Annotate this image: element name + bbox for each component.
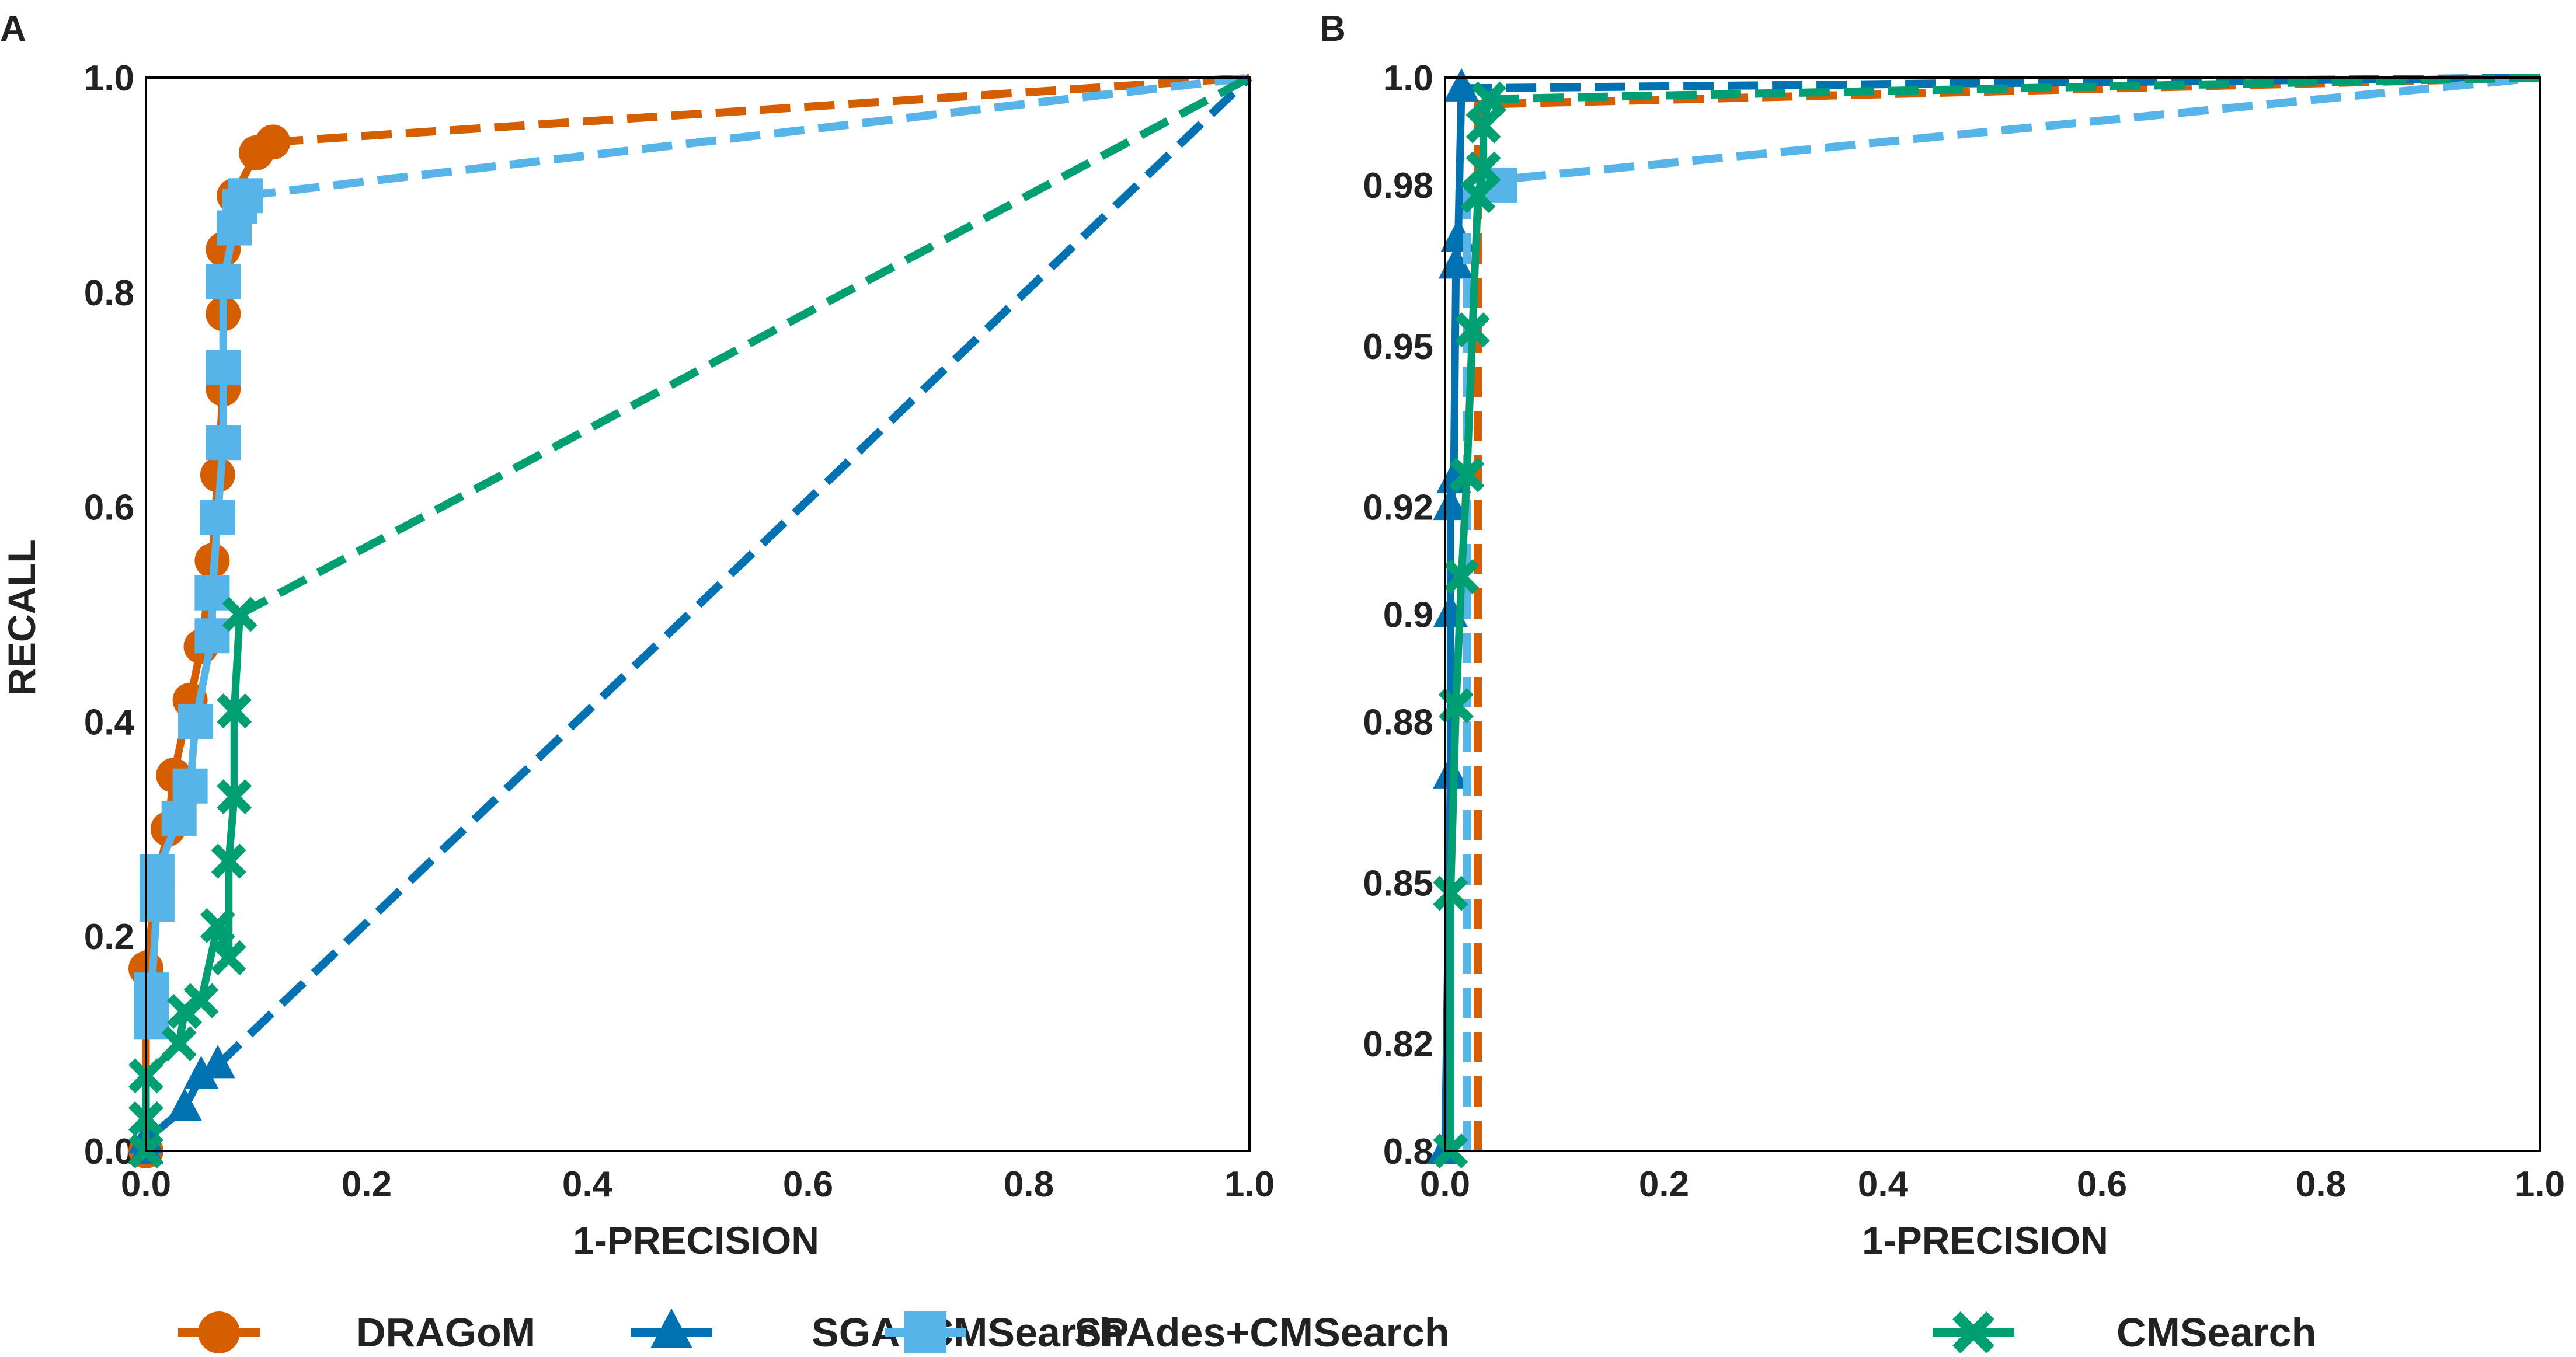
panel-b-x-tick-label: 0.4: [1858, 1164, 1909, 1205]
panel-b-series-3-point: [1433, 875, 1468, 911]
panel-b-frame: [1444, 76, 2541, 1152]
panel-a-y-tick-label: 0.0: [84, 1132, 134, 1172]
panel-b-x-tick-label: 0.6: [2077, 1164, 2127, 1205]
panel-a-series-2-point: [228, 178, 263, 214]
panel-b-series-0: [1474, 74, 2540, 1151]
panel-b-series-0-dashed-line: [1474, 74, 2540, 1151]
panel-b-series-3-point: [1460, 178, 1496, 214]
panel-a-series-3-point: [200, 908, 235, 943]
legend-label-0: DRAGoM: [356, 1310, 535, 1355]
panel-b-x-tick-label: 0.2: [1639, 1164, 1689, 1205]
legend-label-3: CMSearch: [2117, 1310, 2316, 1355]
panel-a-x-tick-label: 1.0: [1224, 1164, 1275, 1205]
panel-a-series-3: [128, 74, 1252, 1168]
panel-b-series-3-solid-line: [1446, 98, 1493, 1151]
panel-a-series-1-point: [183, 1055, 219, 1089]
panel-a-series-3-point: [161, 1026, 197, 1062]
panel-b-plot: 0.0 0.2 0.4 0.6 0.8 1.0 0.8 0.82 0.85 0.88 0.9 0.92…: [1363, 58, 2565, 1205]
legend-marker-3: [1952, 1311, 1994, 1353]
legend-label-1: SGA+CMSearch: [812, 1310, 1124, 1355]
panel-a-series-3-point: [183, 983, 219, 1018]
panel-a-series-2-point: [200, 500, 235, 535]
panel-a-series-3-point: [211, 843, 246, 879]
panel-b-series-3-point: [1444, 559, 1480, 595]
panel-b-y-tick-label: 0.88: [1363, 702, 1433, 742]
panel-a-series-2-point: [206, 350, 241, 385]
panel-b-y-tick-label: 0.82: [1363, 1024, 1433, 1065]
panel-a-series-2-point: [139, 887, 175, 922]
panel-b-series-1: [1428, 68, 2540, 1164]
legend-marker-2: [904, 1311, 946, 1353]
panel-a-series-0-point: [255, 124, 291, 160]
panel-b-series-1-point: [1444, 68, 1480, 102]
panel-b-y-tick-label: 0.8: [1383, 1132, 1433, 1172]
panel-b-x-axis-label: 1-PRECISION: [1862, 1219, 2108, 1262]
panel-a-y-tick-label: 0.6: [84, 488, 134, 528]
panel-a-series-2-point: [139, 854, 175, 889]
panel-a-series-1-dashed-line: [215, 74, 1252, 1068]
panel-b-x-tick-label: 0.8: [2296, 1164, 2346, 1205]
panel-b-x-tick-label: 0.0: [1420, 1164, 1470, 1205]
panel-b-y-tick-label: 0.85: [1363, 863, 1433, 903]
panel-b-y-tick-label: 1.0: [1383, 58, 1433, 99]
panel-a-series-2-dashed-line: [245, 74, 1250, 200]
legend-marker-1: [650, 1308, 692, 1348]
panel-a-y-tick-label: 1.0: [84, 58, 134, 99]
panel-a-series-2-point: [134, 972, 169, 1008]
panel-b-series-3-point: [1449, 457, 1485, 493]
panel-a-series-3-point: [217, 693, 252, 729]
panel-a-series-2-point: [172, 768, 208, 804]
panel-a-plot: 0.0 0.2 0.4 0.6 0.8 1.0 0.0 0.2 0.4 0.6 0.8 1.0: [84, 58, 1275, 1205]
panel-b-y-tick-label: 0.98: [1363, 166, 1433, 206]
panel-a-series-2-point: [206, 425, 241, 461]
panel-a-frame: [145, 76, 1251, 1152]
panel-a-series-0-dashed-line: [272, 74, 1250, 146]
panel-b-series-3-point: [1471, 81, 1506, 117]
panel-b-series-3: [1433, 74, 2540, 1168]
panel-b-series-3-point: [1465, 151, 1501, 187]
panel-b-series-3-point: [1465, 108, 1501, 144]
panel-a-series-2-point: [161, 800, 197, 836]
panel-a-series-2-point: [206, 264, 241, 299]
panel-a-series-3-point: [217, 779, 252, 815]
panel-a-x-axis-label: 1-PRECISION: [573, 1219, 819, 1262]
panel-b-label: B: [1320, 9, 1346, 49]
panel-a-y-tick-label: 0.2: [84, 917, 134, 957]
panel-a-series-3-point: [211, 940, 246, 975]
panel-a-series-1-point: [167, 1087, 203, 1121]
panel-b-y-tick-label: 0.92: [1363, 488, 1433, 528]
panel-a-y-tick-label: 0.4: [84, 702, 135, 742]
panel-a-y-axis-label: RECALL: [0, 539, 43, 696]
legend-marker-0: [198, 1311, 240, 1353]
panel-a-x-tick-label: 0.4: [562, 1164, 613, 1205]
panel-a-series-3-dashed-line: [238, 74, 1252, 618]
panel-a-x-tick-label: 0.6: [783, 1164, 833, 1205]
panel-b-x-tick-label: 1.0: [2515, 1164, 2565, 1205]
panel-a-series-0: [128, 74, 1250, 1168]
panel-b-series-3-point: [1454, 312, 1490, 348]
panel-a-series-2-point: [178, 704, 214, 739]
panel-b-y-tick-label: 0.9: [1383, 595, 1433, 636]
panel-b-series-3-point: [1438, 688, 1474, 723]
panel-a-series-1-point: [200, 1045, 235, 1079]
panel-b-series-1-point: [1438, 245, 1474, 279]
panel-a-label: A: [0, 9, 26, 49]
panel-b-series-2: [1463, 74, 2540, 1151]
panel-a-series-3-point: [222, 596, 257, 632]
legend-label-2: SPAdes+CMSearch: [1074, 1310, 1450, 1355]
panel-b-y-tick-label: 0.95: [1363, 327, 1433, 367]
panel-a-x-tick-label: 0.0: [121, 1164, 171, 1205]
panel-a-series-1: [128, 74, 1252, 1164]
panel-a-y-tick-label: 0.8: [84, 273, 134, 313]
panel-b-series-1-point: [1433, 487, 1468, 521]
panel-b-series-2-dashed-line: [1463, 74, 2540, 1151]
panel-a-x-tick-label: 0.8: [1004, 1164, 1054, 1205]
panel-a-x-tick-label: 0.2: [342, 1164, 392, 1205]
panel-a-series-2: [134, 74, 1250, 1040]
